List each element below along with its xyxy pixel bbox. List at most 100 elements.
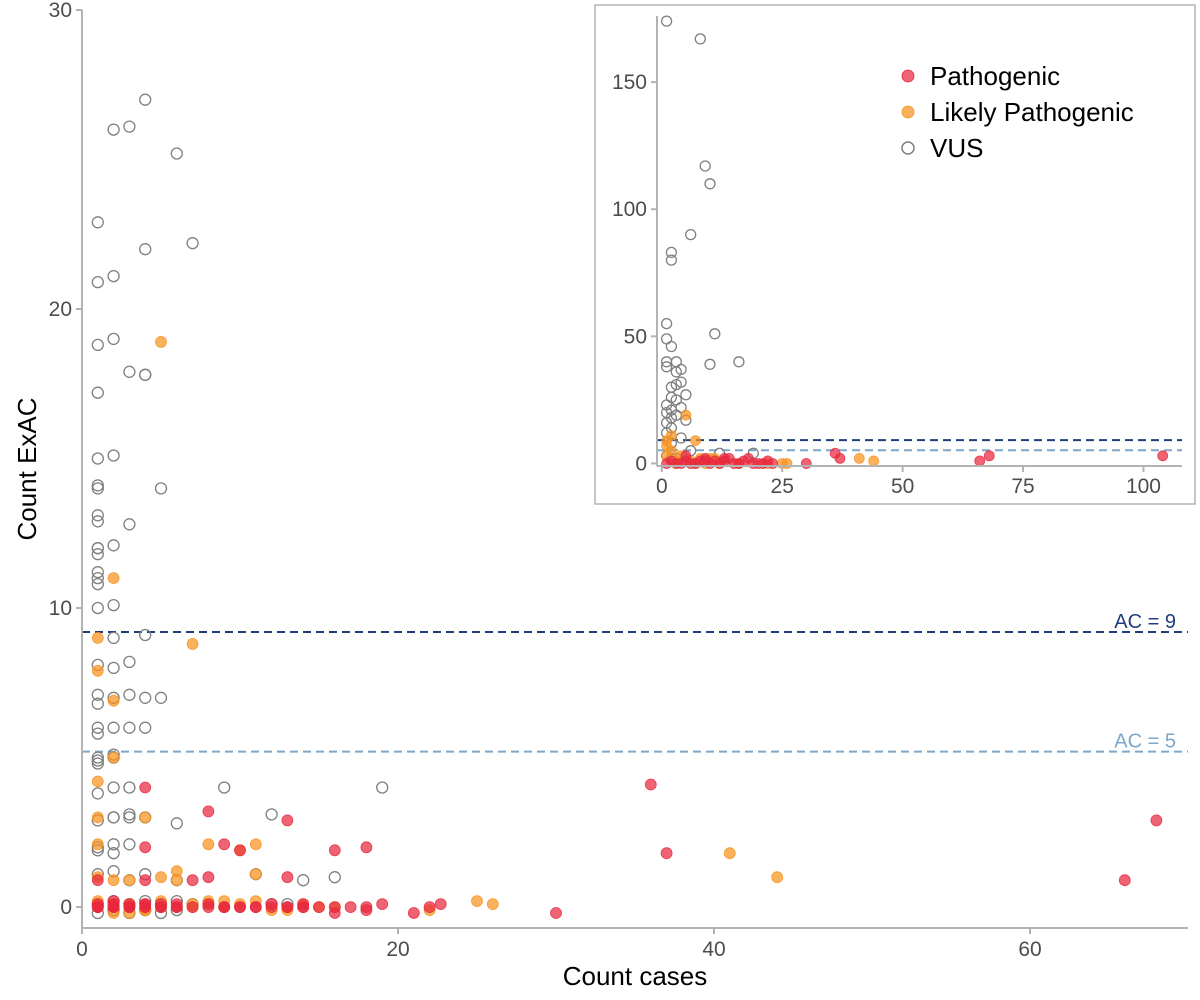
pathogenic-point — [202, 805, 215, 818]
vus-point — [107, 838, 120, 851]
pathogenic-point — [660, 847, 673, 860]
likely-pathogenic-point — [486, 898, 499, 910]
inset-vus-point — [660, 317, 673, 330]
y-tick-label: 0 — [60, 896, 72, 919]
inset-likely-pathogenic-point — [868, 455, 880, 467]
pathogenic-point — [186, 901, 199, 913]
vus-point — [107, 539, 120, 552]
likely-pathogenic-point — [123, 874, 136, 887]
inset-vus-point — [670, 366, 682, 378]
pathogenic-point — [218, 838, 231, 851]
inset-vus-point — [733, 356, 745, 368]
pathogenic-point — [107, 898, 120, 910]
y-axis-title: Count ExAC — [12, 397, 42, 540]
inset-pathogenic-point — [834, 452, 846, 464]
inset-vus-point — [660, 15, 673, 27]
pathogenic-point — [91, 874, 104, 887]
vus-point — [123, 721, 136, 734]
vus-point — [107, 781, 120, 794]
pathogenic-point — [123, 901, 136, 913]
vus-point — [123, 811, 136, 824]
vus-point — [91, 482, 104, 495]
likely-pathogenic-point — [91, 838, 104, 851]
y-tick-label: 30 — [49, 0, 72, 22]
vus-point — [265, 808, 278, 821]
inset-y-tick-label: 50 — [624, 325, 647, 348]
pathogenic-point — [376, 898, 389, 910]
vus-point — [123, 808, 136, 821]
y-tick-label: 10 — [49, 597, 72, 620]
pathogenic-point — [328, 844, 341, 857]
vus-point — [91, 601, 104, 615]
vus-point — [91, 548, 104, 561]
legend-marker-vus — [901, 141, 915, 155]
legend-label-pathogenic: Pathogenic — [930, 61, 1060, 91]
vus-point — [139, 721, 152, 734]
inset-y-tick-label: 100 — [612, 198, 647, 221]
likely-pathogenic-point — [723, 847, 736, 860]
likely-pathogenic-point — [249, 868, 262, 881]
vus-point — [107, 847, 120, 860]
likely-pathogenic-point — [471, 895, 483, 907]
vus-point — [91, 338, 104, 352]
vus-point — [91, 727, 104, 740]
inset-likely-pathogenic-point — [690, 435, 701, 447]
vus-point — [107, 269, 120, 283]
inset-panel — [594, 4, 1196, 505]
vus-point — [328, 871, 341, 884]
vus-point — [91, 479, 104, 492]
inset-pathogenic-point — [680, 450, 692, 462]
likely-pathogenic-point — [91, 775, 104, 788]
likely-pathogenic-point — [139, 811, 152, 824]
pathogenic-point — [328, 901, 341, 913]
inset-pathogenic-point — [974, 455, 986, 467]
vus-point — [91, 721, 104, 734]
pathogenic-point — [644, 778, 657, 791]
pathogenic-point — [91, 901, 104, 913]
vus-point — [91, 216, 104, 229]
inset-vus-point — [680, 389, 692, 401]
vus-point — [91, 688, 104, 701]
vus-point — [123, 518, 136, 531]
likely-pathogenic-point — [107, 572, 120, 584]
vus-point — [107, 631, 120, 645]
vus-point — [218, 781, 231, 794]
vus-point — [123, 120, 136, 133]
inset-likely-pathogenic-point — [853, 452, 865, 464]
pathogenic-point — [249, 901, 262, 913]
x-tick-label: 0 — [76, 938, 88, 961]
likely-pathogenic-point — [249, 838, 262, 851]
legend-label-vus: VUS — [930, 133, 983, 163]
x-tick-label: 40 — [702, 938, 725, 961]
inset-x-tick-label: 0 — [656, 475, 668, 498]
pathogenic-point — [550, 907, 562, 919]
vus-point — [154, 691, 168, 704]
likely-pathogenic-point — [202, 838, 215, 851]
vus-point — [91, 754, 104, 767]
pathogenic-point — [234, 844, 246, 857]
vus-point — [170, 817, 183, 830]
pathogenic-point — [218, 901, 231, 913]
likely-pathogenic-point — [186, 638, 199, 650]
legend: Pathogenic Likely Pathogenic VUS — [901, 61, 1134, 163]
pathogenic-point — [1150, 814, 1163, 827]
pathogenic-point — [202, 871, 215, 884]
vus-point — [91, 757, 104, 770]
pathogenic-point — [1118, 874, 1131, 887]
reference-line-label: AC = 5 — [1114, 731, 1176, 753]
pathogenic-point — [186, 874, 199, 887]
y-tick-label: 20 — [49, 298, 72, 321]
inset-pathogenic-point — [699, 455, 711, 467]
vus-point — [297, 874, 310, 887]
pathogenic-point — [139, 898, 152, 910]
vus-point — [91, 275, 104, 289]
likely-pathogenic-point — [91, 664, 104, 677]
inset-pathogenic-point — [983, 450, 995, 462]
vus-point — [107, 661, 120, 675]
inset-vus-point — [665, 340, 678, 353]
inset-pathogenic-point — [719, 452, 730, 464]
inset-vus-point — [670, 378, 682, 391]
pathogenic-point — [139, 874, 152, 887]
vus-point — [186, 237, 199, 250]
